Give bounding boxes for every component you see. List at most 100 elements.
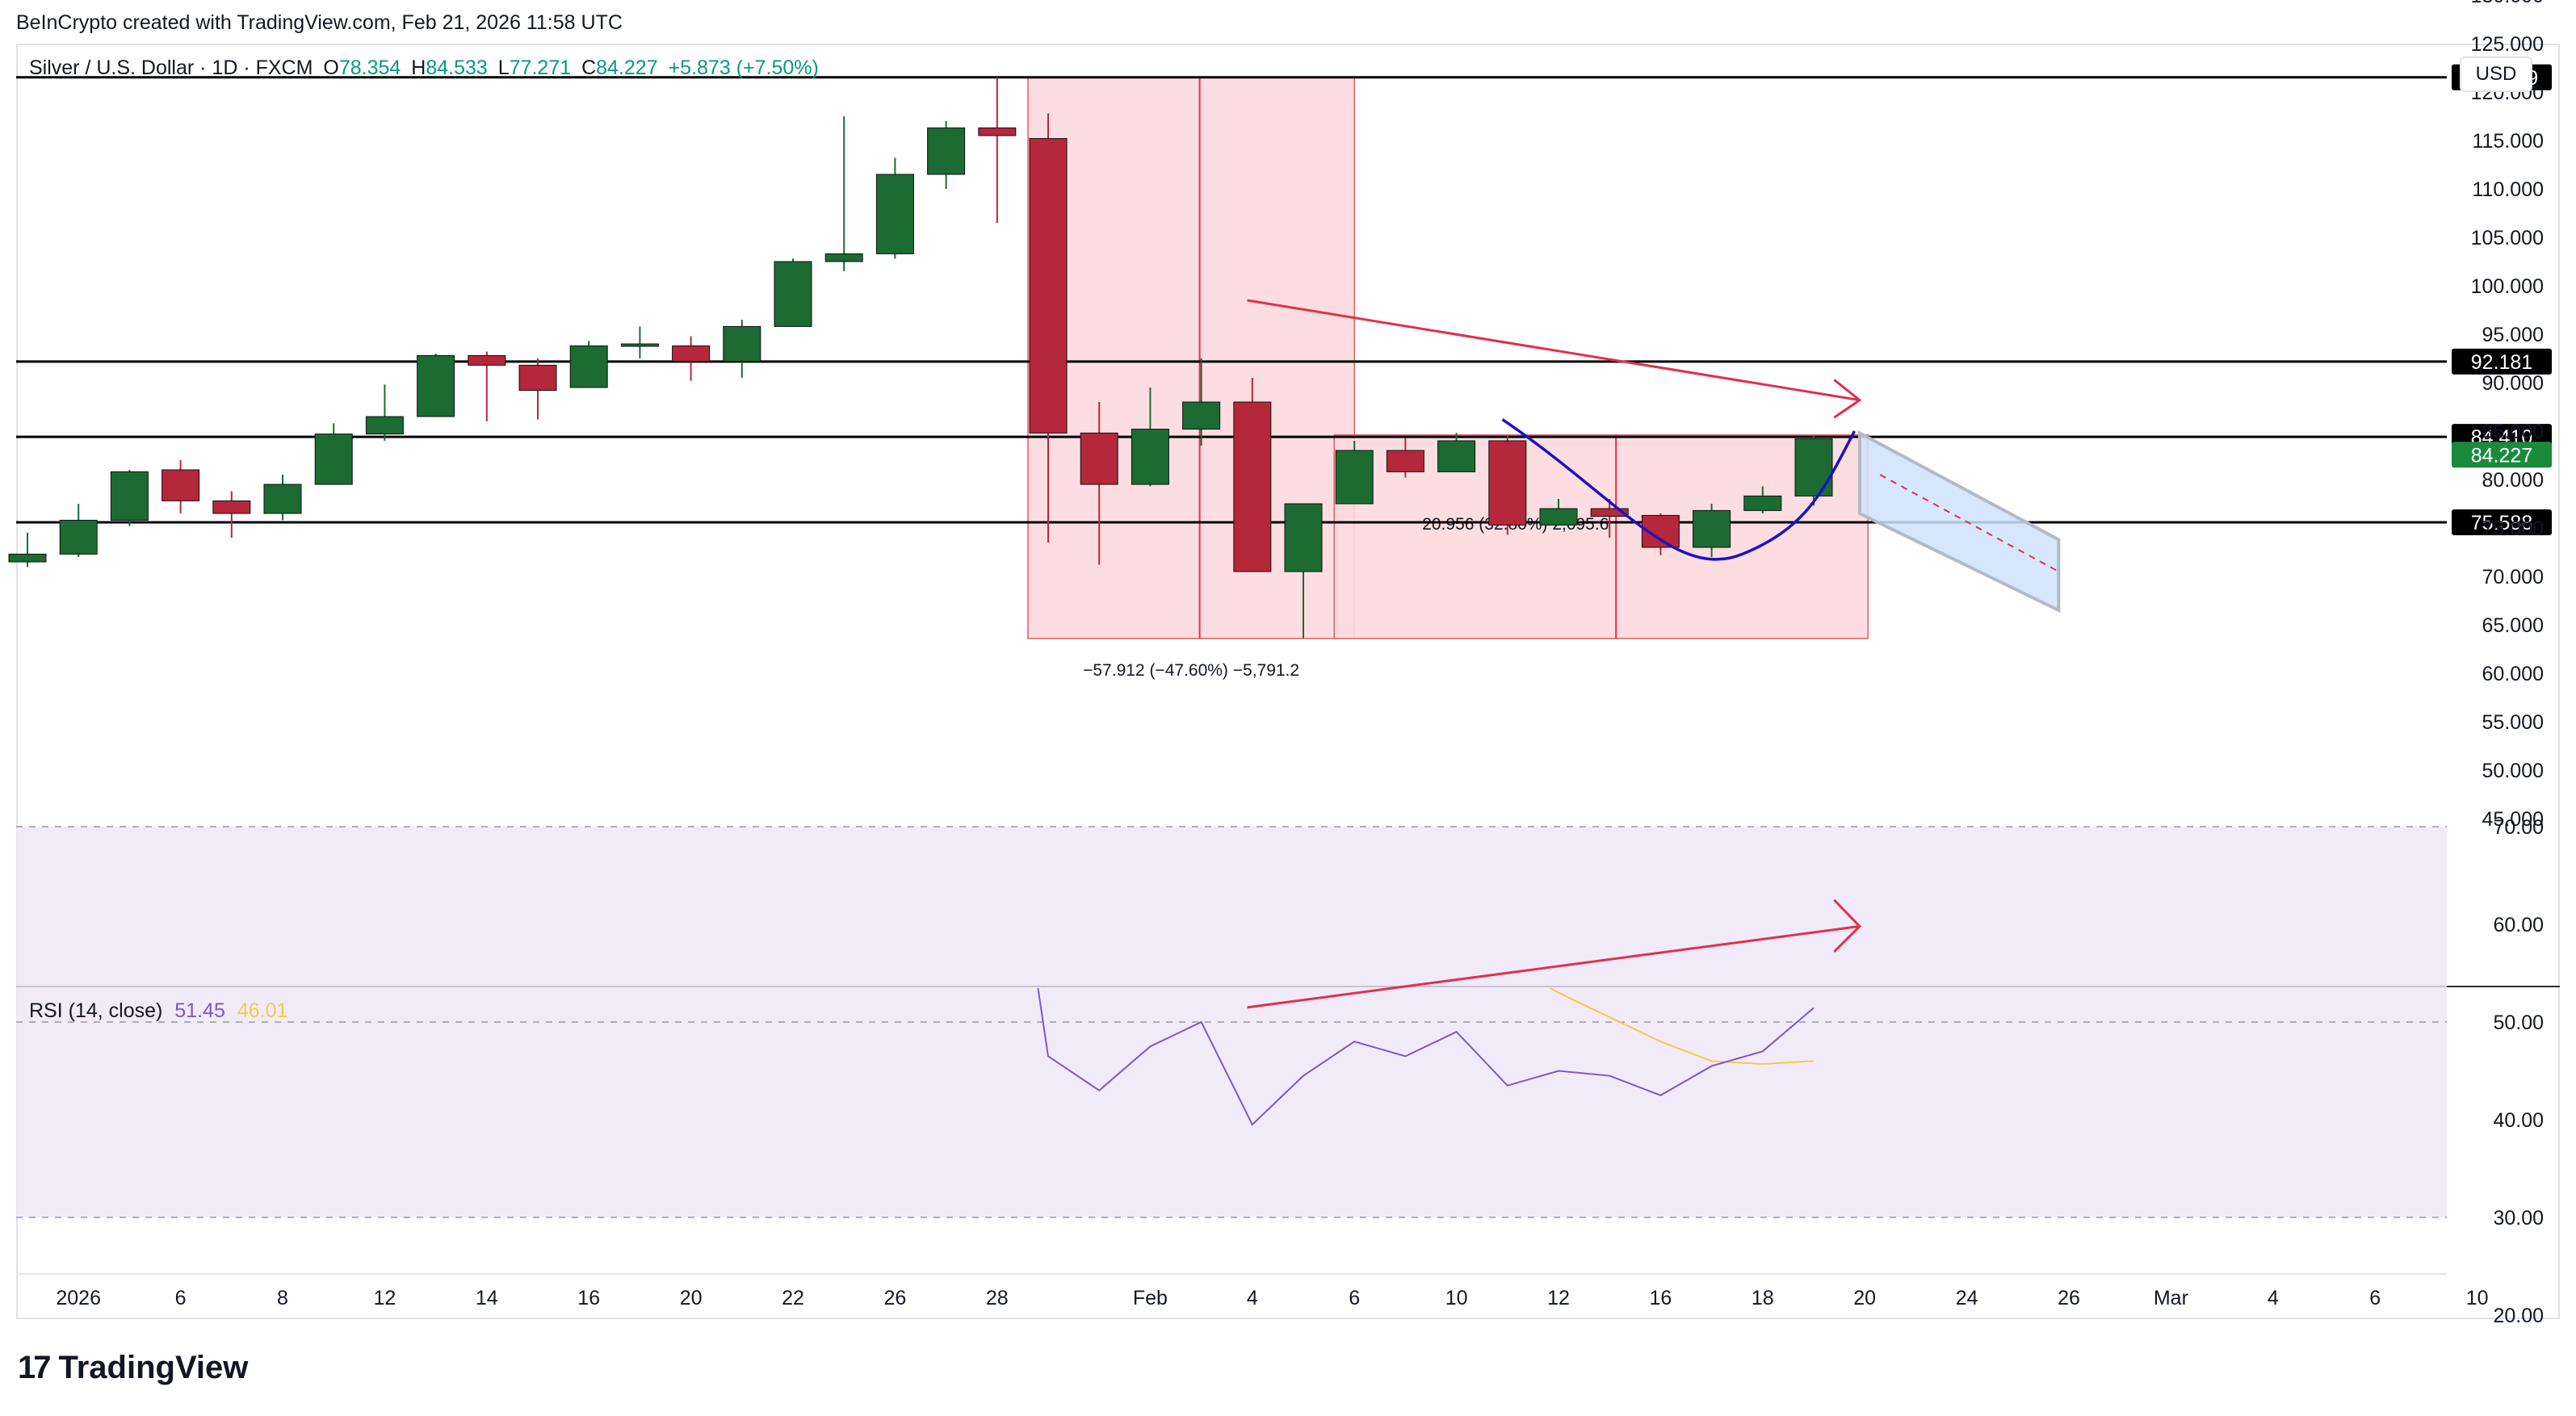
candle-body — [1693, 509, 1731, 548]
time-tick-label: 12 — [373, 1287, 396, 1309]
time-tick-label: 24 — [1956, 1287, 1978, 1309]
candle-body — [978, 127, 1017, 136]
price-tick-label: 110.000 — [2472, 178, 2544, 201]
change-value: +5.873 (+7.50%) — [668, 57, 819, 79]
low-label: L — [497, 57, 510, 79]
current-price-label: 84.227 — [2471, 444, 2532, 467]
high-value: 84.533 — [426, 57, 488, 79]
rsi-pane — [16, 729, 2560, 1218]
candle-body — [1539, 508, 1578, 526]
time-tick-label: 16 — [577, 1287, 600, 1309]
price-axis: 121.51992.18184.41075.58884.22745.00050.… — [2452, 0, 2552, 1327]
price-tick-label: 55.000 — [2482, 711, 2544, 734]
chart-credit: BeInCrypto created with TradingView.com,… — [16, 11, 623, 34]
candle-body — [824, 253, 863, 262]
time-axis: 2026 6 8 12 14 16 20 22 26 28 Feb 4 6 10 12 16 18 20 24 26 M… — [16, 1273, 2489, 1309]
candle-body — [1743, 495, 1782, 511]
candle-body — [723, 325, 761, 362]
time-tick-label: 10 — [1445, 1287, 1468, 1309]
measure-boxes: −57.912 (−47.60%) −5,791.220.956 (32.80%… — [1027, 77, 1869, 680]
time-tick-label: 4 — [1247, 1287, 1258, 1309]
candle-body — [8, 553, 47, 563]
time-tick-label: 8 — [277, 1287, 288, 1309]
measure-label: −57.912 (−47.60%) −5,791.2 — [1083, 661, 1299, 680]
tradingview-logo[interactable]: 17 TradingView — [18, 1350, 248, 1386]
price-tick-label: 65.000 — [2482, 614, 2544, 637]
candle-body — [468, 354, 506, 366]
candle-body — [672, 345, 711, 362]
level-tag-label: 75.588 — [2471, 512, 2532, 534]
price-tick-label: 80.000 — [2482, 469, 2544, 492]
candle-body — [314, 434, 353, 485]
candle-body — [1029, 138, 1068, 434]
symbol-name: Silver / U.S. Dollar · 1D · FXCM — [29, 57, 313, 79]
rsi-tick-label: 60.00 — [2493, 914, 2544, 936]
candle-body — [1794, 438, 1833, 496]
time-tick-label: 2026 — [56, 1287, 101, 1309]
candle-body — [927, 127, 966, 175]
rsi-trendline-arrowhead — [1833, 899, 1861, 953]
open-value: 78.354 — [338, 57, 401, 79]
candle-body — [620, 343, 659, 347]
candle-body — [1488, 440, 1527, 526]
level-tag — [2452, 509, 2552, 535]
candle-body — [875, 174, 914, 254]
projection-channel — [1857, 430, 2061, 614]
time-tick-label: Mar — [2154, 1287, 2188, 1309]
open-label: O — [323, 57, 339, 79]
price-tick-label: 70.000 — [2482, 566, 2544, 589]
rsi-overbought-fill — [742, 729, 1048, 827]
drawings — [1247, 299, 1862, 561]
current-price-tag — [2452, 442, 2552, 468]
time-tick-label: 22 — [782, 1287, 804, 1309]
candle-body — [569, 345, 608, 388]
price-tick-label: 95.000 — [2482, 324, 2544, 346]
level-tag — [2452, 348, 2552, 375]
low-value: 77.271 — [509, 57, 572, 79]
high-label: H — [411, 57, 426, 79]
price-tick-label: 125.000 — [2471, 33, 2544, 56]
tradingview-mark-icon: 17 — [18, 1350, 51, 1385]
time-tick-label: 4 — [2268, 1287, 2279, 1309]
price-tick-label: 50.000 — [2482, 760, 2544, 782]
candle-body — [1080, 432, 1118, 485]
price-tick-label: 75.000 — [2482, 517, 2544, 540]
rounded-bottom-curve — [1501, 418, 1856, 561]
time-tick-label: 26 — [2058, 1287, 2080, 1309]
candle-body — [162, 469, 200, 501]
currency-button[interactable]: USD — [2460, 57, 2532, 92]
time-tick-label: 6 — [1349, 1287, 1360, 1309]
time-tick-label: Feb — [1133, 1287, 1168, 1309]
candle-body — [1182, 401, 1221, 430]
candle-body — [774, 261, 812, 327]
rsi-plot — [742, 729, 1815, 1126]
time-tick-label: 10 — [2466, 1287, 2489, 1309]
rsi-ma-value: 46.01 — [237, 999, 288, 1022]
candle-body — [1437, 440, 1476, 472]
price-tick-label: 115.000 — [2472, 130, 2544, 153]
rsi-tick-label: 50.00 — [2493, 1012, 2544, 1034]
candle-body — [1335, 450, 1374, 505]
rsi-value: 51.45 — [174, 999, 225, 1022]
price-trendline — [1247, 299, 1861, 402]
candle-body — [1233, 401, 1272, 572]
candle-body — [1131, 429, 1169, 485]
rsi-label: RSI (14, close) — [29, 999, 163, 1022]
price-tick-label: 45.000 — [2482, 808, 2544, 831]
rsi-tick-label: 20.00 — [2493, 1305, 2544, 1327]
price-tick-label: 105.000 — [2471, 227, 2544, 249]
candle-body — [110, 471, 149, 521]
close-label: C — [581, 57, 597, 79]
channel-midline — [1879, 474, 2059, 572]
candle-body — [263, 484, 302, 514]
rsi-tick-label: 40.00 — [2493, 1109, 2544, 1132]
price-tick-label: 85.000 — [2482, 421, 2544, 443]
time-tick-label: 16 — [1649, 1287, 1672, 1309]
time-tick-label: 14 — [476, 1287, 498, 1309]
candle-body — [212, 500, 251, 514]
tradingview-brand: TradingView — [58, 1350, 249, 1385]
candle-body — [1386, 450, 1424, 472]
time-tick-label: 20 — [680, 1287, 703, 1309]
rsi-line — [1037, 988, 1815, 1126]
